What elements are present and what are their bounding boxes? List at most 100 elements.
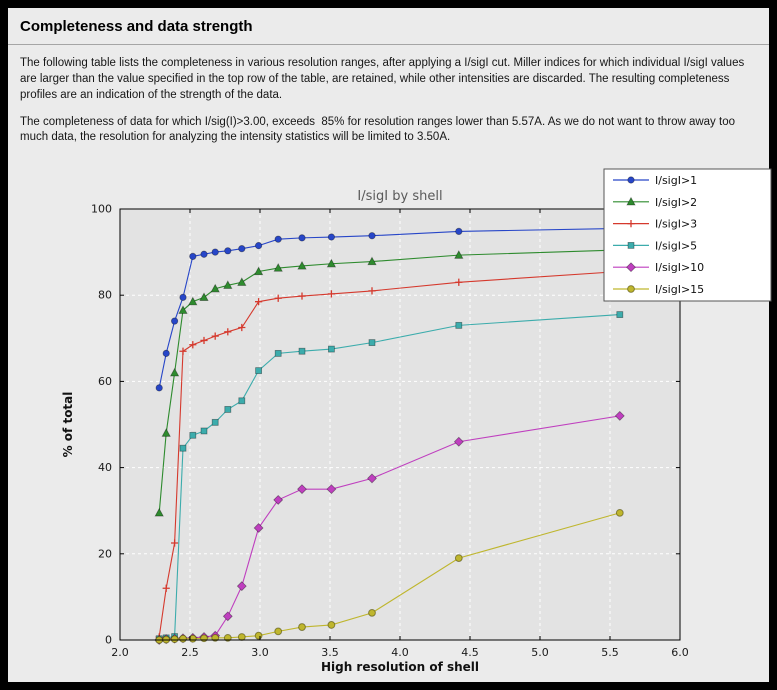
series-2-marker <box>238 323 246 332</box>
legend-marker-0 <box>627 176 635 184</box>
section-header: Completeness and data strength <box>8 8 769 45</box>
series-5-marker <box>170 635 179 644</box>
series-1-marker <box>253 266 264 276</box>
series-0-marker <box>211 248 219 256</box>
x-tick-label: 3.0 <box>251 646 269 659</box>
series-3-marker <box>455 321 463 329</box>
series-0-marker <box>179 293 187 301</box>
report-panel: Completeness and data strength The follo… <box>8 8 772 682</box>
x-tick-label: 2.5 <box>181 646 199 659</box>
series-1-marker <box>297 260 307 270</box>
series-line-5 <box>159 512 620 641</box>
series-3-marker <box>224 406 232 413</box>
series-1-marker <box>326 258 337 268</box>
series-4-marker <box>253 522 264 533</box>
series-1-marker <box>223 280 233 289</box>
series-0-marker <box>155 384 163 392</box>
legend-item-label: I/sigI>5 <box>655 239 697 252</box>
series-1-marker <box>169 367 180 377</box>
series-3-marker <box>274 349 282 357</box>
series-0-marker <box>200 250 208 258</box>
legend-item-label: I/sigI>1 <box>655 174 697 187</box>
legend-marker-4 <box>626 262 636 273</box>
series-1-marker <box>154 507 164 517</box>
series-0-marker <box>298 234 306 242</box>
series-0-marker <box>171 317 179 325</box>
series-1-marker <box>273 263 283 272</box>
series-0-marker <box>224 247 232 255</box>
series-5-marker <box>298 623 306 631</box>
series-2-marker <box>298 292 306 300</box>
series-0-marker <box>327 233 335 241</box>
series-1-marker <box>161 428 171 437</box>
legend-item-label: I/sigI>15 <box>655 283 704 296</box>
series-0-marker <box>455 227 463 236</box>
x-tick-label: 6.0 <box>671 646 689 659</box>
y-tick-label: 60 <box>98 375 112 388</box>
series-5-marker <box>368 608 376 617</box>
series-1-marker <box>188 296 198 306</box>
series-0-marker <box>189 252 197 261</box>
series-5-marker <box>254 631 263 640</box>
legend-box <box>603 168 772 302</box>
x-tick-label: 5.0 <box>531 646 549 659</box>
series-2-marker <box>211 332 219 340</box>
series-4-marker <box>453 436 464 447</box>
series-3-marker <box>255 367 263 375</box>
x-axis-label: High resolution of shell <box>321 660 479 674</box>
chart-svg: 2.0 2.5 3.0 3.5 4.0 4.5 5.0 5.5 6.0 0 20 40 60 80 100 I… <box>61 168 772 674</box>
series-5-marker <box>327 621 336 629</box>
series-1-marker <box>367 256 377 266</box>
legend-item-label: I/sigI>3 <box>655 218 697 231</box>
series-2-marker <box>368 287 376 295</box>
series-3-marker <box>616 311 624 318</box>
series-line-3 <box>159 314 620 640</box>
series-1-marker <box>199 292 209 301</box>
series-4-marker <box>236 581 247 592</box>
series-3-marker <box>238 397 246 405</box>
series-1-marker <box>454 250 464 259</box>
series-line-2 <box>158 270 620 638</box>
series-line-1 <box>158 249 620 513</box>
series-5-marker <box>274 627 283 636</box>
x-tick-label: 5.5 <box>601 646 619 659</box>
series-4-marker <box>367 473 377 484</box>
y-axis-label: % of total <box>61 392 75 458</box>
x-tick-label: 4.5 <box>461 646 479 659</box>
legend-item-label: I/sigI>2 <box>655 196 697 209</box>
series-4-marker <box>614 410 625 421</box>
series-5-marker <box>237 633 246 641</box>
y-tick-label: 80 <box>98 289 112 302</box>
legend-marker-1 <box>626 196 636 206</box>
series-1-marker <box>178 305 188 314</box>
y-tick-label: 100 <box>91 203 112 216</box>
chart-title: I/sigI by shell <box>357 189 442 204</box>
series-3-marker <box>179 444 187 452</box>
series-2-marker <box>171 539 179 547</box>
series-3-marker <box>211 418 219 426</box>
series-2-marker <box>327 290 335 298</box>
series-5-marker <box>200 634 208 643</box>
series-0-marker <box>162 349 170 357</box>
series-3-marker <box>298 347 306 355</box>
series-2-marker <box>255 298 263 306</box>
series-3-marker <box>200 427 208 435</box>
y-tick-label: 20 <box>98 547 112 560</box>
series-3-marker <box>189 431 197 439</box>
series-0-marker <box>274 235 282 243</box>
x-tick-label: 4.0 <box>391 646 409 659</box>
series-3-marker <box>368 339 376 347</box>
series-5-marker <box>454 554 463 563</box>
series-2-marker <box>200 336 208 345</box>
series-0-marker <box>368 232 376 240</box>
legend-marker-2 <box>627 220 635 228</box>
paragraph-resolution-note: The completeness of data for which I/sig… <box>20 115 739 144</box>
paragraph-completeness-description: The following table lists the completene… <box>20 57 748 101</box>
legend-item-label: I/sigI>10 <box>655 261 704 274</box>
series-2-marker <box>224 328 232 336</box>
series-4-marker <box>222 611 233 622</box>
series-2-marker <box>162 584 170 592</box>
series-1-marker <box>210 283 220 293</box>
series-2-marker <box>189 341 197 349</box>
x-tick-label: 3.5 <box>321 646 339 659</box>
